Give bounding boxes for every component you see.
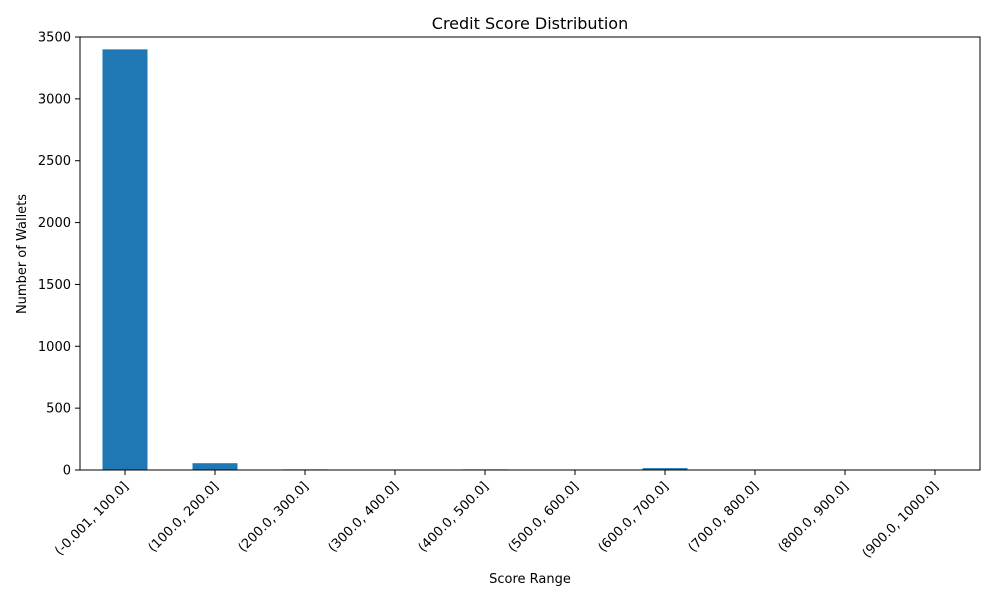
bar-6 bbox=[642, 468, 688, 470]
y-tick-label-2: 1000 bbox=[38, 340, 71, 355]
y-axis: 0 500 1000 1500 2000 2500 3000 3500 bbox=[38, 31, 80, 479]
y-tick-label-4: 2000 bbox=[38, 216, 71, 231]
y-tick-label-7: 3500 bbox=[38, 31, 71, 46]
y-tick-label-0: 0 bbox=[63, 464, 71, 479]
bar-1 bbox=[192, 463, 238, 470]
bar-0 bbox=[102, 49, 148, 471]
y-axis-label: Number of Wallets bbox=[15, 194, 30, 314]
bars-layer bbox=[102, 49, 688, 471]
x-axis-label: Score Range bbox=[489, 572, 571, 587]
y-tick-label-5: 2500 bbox=[38, 154, 71, 169]
y-tick-label-6: 3000 bbox=[38, 92, 71, 107]
plot-frame bbox=[79, 36, 981, 471]
chart-title: Credit Score Distribution bbox=[432, 14, 628, 33]
y-tick-label-1: 500 bbox=[46, 402, 71, 417]
y-tick-label-3: 1500 bbox=[38, 278, 71, 293]
